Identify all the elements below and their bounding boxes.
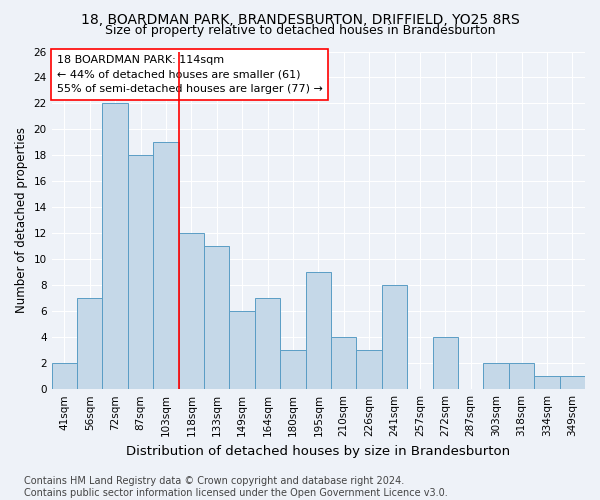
Bar [484,363,509,389]
Bar [128,156,153,389]
Bar [433,337,458,389]
Bar [534,376,560,389]
Text: 18, BOARDMAN PARK, BRANDESBURTON, DRIFFIELD, YO25 8RS: 18, BOARDMAN PARK, BRANDESBURTON, DRIFFI… [80,12,520,26]
Bar [255,298,280,389]
Y-axis label: Number of detached properties: Number of detached properties [15,128,28,314]
Bar [103,104,128,389]
Text: 18 BOARDMAN PARK: 114sqm
← 44% of detached houses are smaller (61)
55% of semi-d: 18 BOARDMAN PARK: 114sqm ← 44% of detach… [57,55,323,94]
Text: Size of property relative to detached houses in Brandesburton: Size of property relative to detached ho… [105,24,495,37]
Bar [280,350,305,389]
X-axis label: Distribution of detached houses by size in Brandesburton: Distribution of detached houses by size … [126,444,511,458]
Bar [77,298,103,389]
Bar [509,363,534,389]
Bar [204,246,229,389]
Bar [305,272,331,389]
Bar [52,363,77,389]
Bar [153,142,179,389]
Bar [331,337,356,389]
Bar [560,376,585,389]
Text: Contains HM Land Registry data © Crown copyright and database right 2024.
Contai: Contains HM Land Registry data © Crown c… [24,476,448,498]
Bar [356,350,382,389]
Bar [229,312,255,389]
Bar [382,286,407,389]
Bar [179,234,204,389]
